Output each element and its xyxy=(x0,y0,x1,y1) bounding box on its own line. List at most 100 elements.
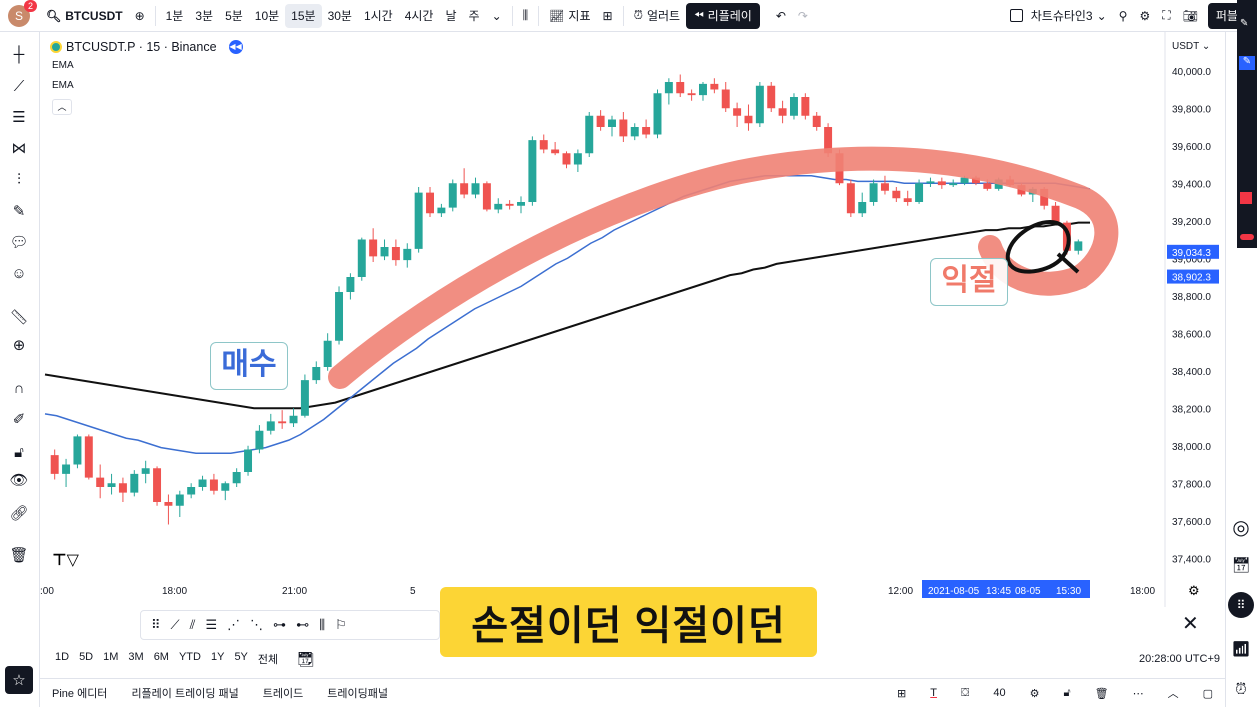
drag-handle-icon[interactable]: ⠿ xyxy=(151,617,161,632)
range-7[interactable]: 5Y xyxy=(234,651,248,663)
clock[interactable]: 20:28:00 UTC+9 xyxy=(1138,653,1220,665)
maximize-icon[interactable]: ▢ xyxy=(1202,687,1213,700)
pattern-icon[interactable]: ⋈ xyxy=(11,140,27,157)
avatar[interactable]: S 2 xyxy=(8,0,37,27)
range-1[interactable]: 5D xyxy=(79,651,94,663)
lock-icon[interactable]: 🔓︎ xyxy=(1063,686,1071,699)
compare-plus-icon[interactable]: ⊕ xyxy=(134,8,145,23)
take-profit-annotation[interactable]: 익절 xyxy=(930,258,1008,306)
broadcast-icon[interactable]: 📶︎ xyxy=(1231,641,1251,658)
footer-tab-3[interactable]: 트레이딩패널 xyxy=(327,688,388,700)
fullscreen-icon[interactable]: ⛶ xyxy=(1162,8,1171,22)
flag-tool-icon[interactable]: ⚐ xyxy=(335,617,347,632)
candle-style-icon[interactable]: ⫼ xyxy=(522,8,529,22)
range-5[interactable]: YTD xyxy=(178,651,201,663)
interval-4[interactable]: 15분 xyxy=(285,3,322,28)
buy-annotation[interactable]: 매수 xyxy=(210,342,288,390)
time-axis[interactable]: :00 18:00 21:00 5 12:00 18:00 2021-08-05 13:45 0… xyxy=(40,580,1200,598)
replay-indicator-icon[interactable]: ◀◀ xyxy=(228,40,243,54)
footer-tab-2[interactable]: 트레이드 xyxy=(262,688,304,700)
interval-3[interactable]: 10분 xyxy=(254,9,280,23)
chevron-up-icon[interactable]: ︿ xyxy=(1167,688,1179,700)
collapse-legend-button[interactable]: ︿ xyxy=(52,99,72,115)
footer-tab-0[interactable]: Pine 에디터 xyxy=(52,688,108,700)
crosshair-icon[interactable]: ┼ xyxy=(13,45,25,63)
chart-legend-title[interactable]: BTCUSDT.P · 15 · Binance ◀◀ xyxy=(50,40,243,54)
quick-search-icon[interactable]: ⚲ xyxy=(1118,8,1128,23)
magnet-icon[interactable]: ∩ xyxy=(13,379,25,397)
bars-pattern-icon[interactable]: ⫼ xyxy=(319,617,326,632)
alerts-button[interactable]: ⏰︎ 얼러트 xyxy=(628,4,687,28)
range-8[interactable]: 전체 xyxy=(257,654,279,666)
settings-icon[interactable]: ⚙ xyxy=(1029,687,1040,700)
replay-button[interactable]: ⏪︎ 리플레이 xyxy=(686,2,760,29)
close-icon[interactable]: ✕ xyxy=(1182,613,1199,635)
interval-7[interactable]: 4시간 xyxy=(404,9,434,23)
lock-icon[interactable]: 🔓︎ xyxy=(14,443,24,461)
ema-legend-2[interactable]: EMA xyxy=(52,80,74,91)
camera-icon[interactable]: 📷︎ xyxy=(1182,8,1198,23)
layout-grid-icon[interactable]: ⊞ xyxy=(602,8,613,23)
range-0[interactable]: 1D xyxy=(55,651,70,663)
settings-gear-icon[interactable]: ⚙ xyxy=(1139,8,1151,23)
marker-icon[interactable]: ✎ xyxy=(1239,56,1255,70)
text-tool-icon[interactable]: T xyxy=(930,687,937,699)
layout-selector[interactable]: 차트슈타인3 ⌄ xyxy=(1004,4,1113,28)
indicators-button[interactable]: 📈︎ 지표 xyxy=(543,4,596,28)
interval-6[interactable]: 1시간 xyxy=(363,9,393,23)
axis-settings-icon[interactable]: ⚙ xyxy=(1188,583,1200,598)
range-2[interactable]: 1M xyxy=(103,651,119,663)
range-3[interactable]: 3M xyxy=(128,651,144,663)
link-icon[interactable]: 🔗︎ xyxy=(9,505,29,522)
trash-icon[interactable]: 🗑︎ xyxy=(9,547,29,564)
fib-lines-icon[interactable]: ☰ xyxy=(12,109,26,126)
date-range-icon[interactable]: 📆︎ xyxy=(297,650,315,667)
red-color-swatch[interactable] xyxy=(1240,192,1252,204)
red-stroke-swatch[interactable] xyxy=(1240,234,1254,240)
interval-5[interactable]: 30분 xyxy=(327,9,352,23)
emoji-icon[interactable]: ☺ xyxy=(11,264,27,282)
symbol-search[interactable]: 🔍︎ BTCUSDT xyxy=(40,4,129,28)
lock-pencil-icon[interactable]: ✐ xyxy=(12,411,26,428)
interval-0[interactable]: 1분 xyxy=(165,9,184,23)
ema-legend-1[interactable]: EMA xyxy=(52,60,74,71)
trendline-icon[interactable]: ⟋ xyxy=(13,77,25,95)
fib-tool-icon[interactable]: ☰ xyxy=(205,617,218,632)
line-tool-icon[interactable]: ⟋ xyxy=(170,617,180,632)
fill-icon[interactable]: ⛋ xyxy=(960,686,970,699)
trash-icon[interactable]: 🗑︎ xyxy=(1094,687,1109,700)
pencil-icon[interactable]: ✎ xyxy=(1240,18,1249,29)
footer-tab-1[interactable]: 리플레이 트레이딩 패널 xyxy=(131,688,239,700)
position-tool-icon[interactable]: ⊷ xyxy=(296,617,310,632)
grid-icon[interactable]: ⊞ xyxy=(897,687,907,700)
range-6[interactable]: 1Y xyxy=(210,651,225,663)
abcd-tool-icon[interactable]: ⋱ xyxy=(250,617,264,632)
range-4[interactable]: 6M xyxy=(153,651,169,663)
target-icon[interactable]: ◎ xyxy=(1232,516,1250,539)
calendar-icon[interactable]: 📅︎ xyxy=(1231,557,1251,574)
interval-2[interactable]: 5분 xyxy=(225,9,243,23)
zoom-in-icon[interactable]: ⊕ xyxy=(12,337,26,354)
alarm-plus-icon[interactable]: ⏰︎ xyxy=(1235,680,1247,698)
price-chart[interactable]: ⊤▽ 40,000.0 39,800.0 39,600.0 39,400.0 39,20… xyxy=(40,32,1225,607)
price-axis[interactable]: 40,000.0 39,800.0 39,600.0 39,400.0 39,200.0… xyxy=(1164,32,1219,607)
prediction-icon[interactable]: ⫶ xyxy=(17,170,21,188)
apps-grid-icon[interactable]: ⠿ xyxy=(1228,592,1254,618)
currency-selector[interactable]: USDT ⌄ xyxy=(1172,41,1210,52)
redo-icon[interactable]: ↷ xyxy=(797,8,808,23)
more-icon[interactable]: ⋯ xyxy=(1132,687,1144,700)
chevron-down-icon[interactable]: ⌄ xyxy=(491,8,502,23)
interval-1[interactable]: 3분 xyxy=(195,9,214,23)
ruler-icon[interactable]: 📏︎ xyxy=(9,309,29,326)
brush-icon[interactable]: ✎ xyxy=(12,203,26,220)
undo-icon[interactable]: ↶ xyxy=(775,8,786,23)
interval-8[interactable]: 날 xyxy=(445,9,457,23)
range-tool-icon[interactable]: ⊶ xyxy=(273,617,287,632)
channel-tool-icon[interactable]: ⫽ xyxy=(189,617,196,632)
eye-icon[interactable]: 👁︎ xyxy=(9,472,29,489)
comment-icon[interactable]: 💬︎ xyxy=(9,234,29,251)
star-favorites-icon[interactable]: ☆ xyxy=(5,666,33,694)
wave-tool-icon[interactable]: ⋰ xyxy=(227,617,241,632)
interval-9[interactable]: 주 xyxy=(468,9,480,23)
size-value[interactable]: 40 xyxy=(993,687,1006,699)
